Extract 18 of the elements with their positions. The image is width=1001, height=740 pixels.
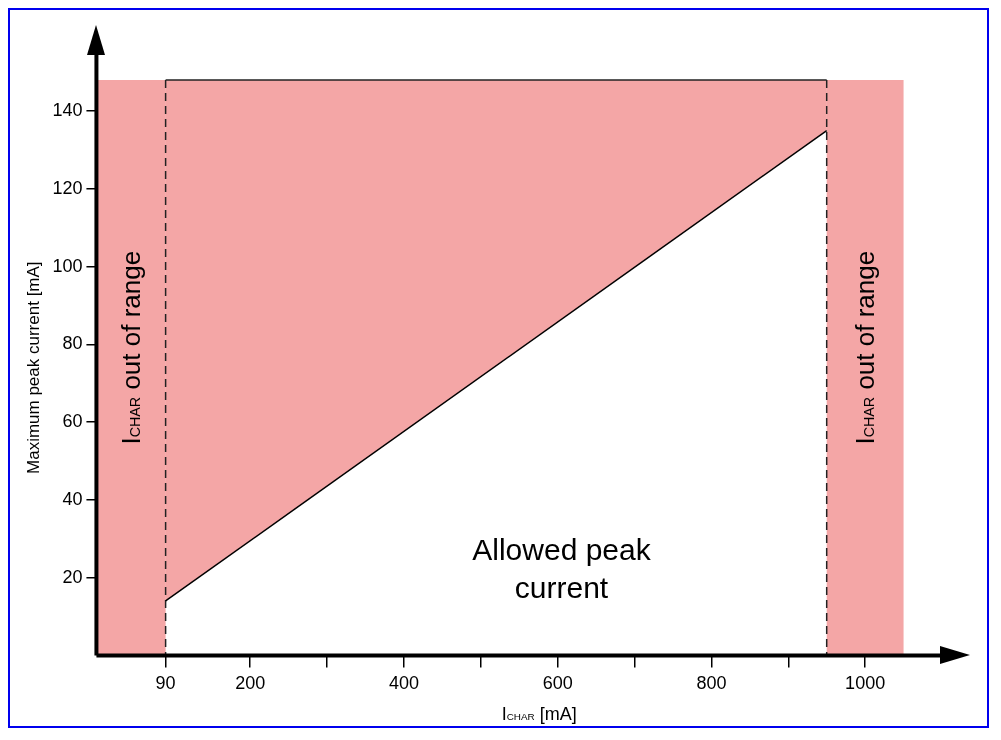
y-tick-label: 100 bbox=[52, 255, 83, 276]
y-tick-label: 120 bbox=[52, 177, 83, 198]
y-tick-label: 20 bbox=[62, 566, 83, 587]
y-axis-title: Maximum peak current [mA] bbox=[23, 261, 43, 474]
annotation: Allowed peak current bbox=[472, 533, 652, 605]
x-tick-label: 400 bbox=[388, 673, 419, 694]
x-tick-label: 600 bbox=[542, 673, 573, 694]
x-tick-label: 200 bbox=[235, 673, 266, 694]
y-tick-label: 80 bbox=[62, 333, 83, 354]
band-label: ICHAR out of range bbox=[116, 250, 147, 445]
y-tick-label: 140 bbox=[52, 100, 83, 121]
x-tick-label: 1000 bbox=[845, 673, 886, 694]
y-tick-label: 40 bbox=[62, 488, 83, 509]
y-tick-label: 60 bbox=[62, 411, 83, 432]
x-axis-title: ICHAR [mA] bbox=[501, 704, 577, 724]
band-label: ICHAR out of range bbox=[850, 250, 881, 445]
x-tick-label: 90 bbox=[155, 673, 176, 694]
x-tick-label: 800 bbox=[696, 673, 727, 694]
